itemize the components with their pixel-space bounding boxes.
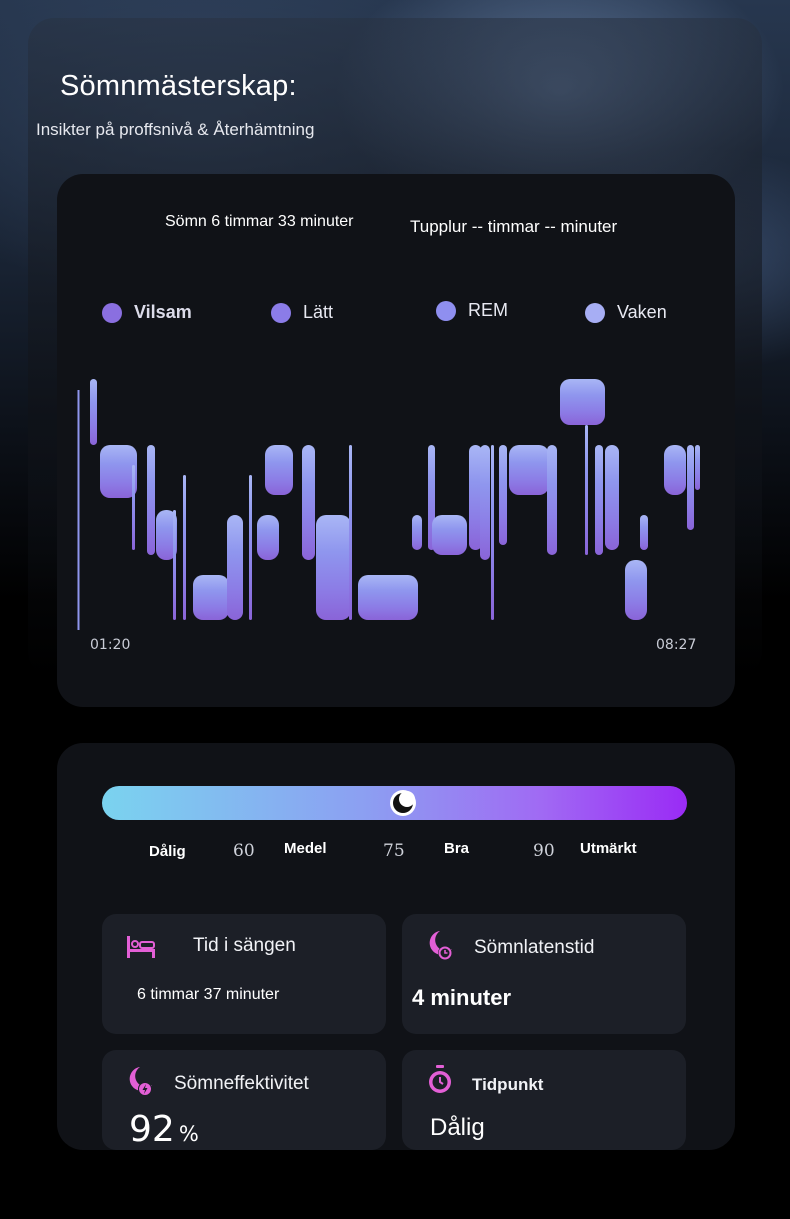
sleep-duration-text: Sömn 6 timmar 33 minuter bbox=[165, 213, 354, 230]
hypnogram-segment bbox=[605, 445, 619, 550]
hypnogram-segment bbox=[302, 445, 315, 560]
stat-label: Tidpunkt bbox=[472, 1075, 544, 1094]
efficiency-number: 92 bbox=[129, 1109, 175, 1150]
hypnogram-segment bbox=[249, 475, 252, 620]
hypnogram-segment bbox=[316, 515, 351, 620]
deep-sleep-dot bbox=[102, 302, 122, 323]
stat-tile-time-in-bed: Tid i sängen 6 timmar 37 minuter bbox=[102, 914, 386, 1034]
scale-label-good: Bra bbox=[444, 840, 470, 857]
legend-label: Vilsam bbox=[134, 302, 192, 322]
scale-label-poor: Dålig bbox=[149, 843, 186, 860]
scale-label-average: Medel bbox=[284, 840, 327, 857]
hypnogram-segment bbox=[491, 445, 494, 620]
hypnogram-segment bbox=[193, 575, 229, 620]
hypnogram-segment bbox=[358, 575, 418, 620]
hypnogram-segment bbox=[349, 445, 352, 620]
stat-tile-sleep-latency: Sömnlatenstid 4 minuter bbox=[402, 914, 686, 1034]
hypnogram-segment bbox=[640, 515, 648, 550]
scale-label-excellent: Utmärkt bbox=[580, 840, 637, 857]
bed-icon bbox=[127, 936, 155, 958]
hypnogram-segment bbox=[156, 510, 177, 560]
hypnogram-segment bbox=[585, 425, 588, 555]
hypnogram-chart bbox=[77, 379, 700, 630]
stopwatch-icon bbox=[429, 1065, 451, 1093]
legend-label: Vaken bbox=[617, 302, 667, 322]
moon-clock-icon bbox=[429, 931, 452, 960]
end-time-label: 08:27 bbox=[656, 637, 697, 653]
stat-value: 4 minuter bbox=[412, 985, 512, 1010]
hypnogram-segment bbox=[480, 445, 490, 560]
legend-label: REM bbox=[468, 300, 508, 320]
hypnogram-segment bbox=[625, 560, 647, 620]
scale-value-90: 90 bbox=[533, 841, 555, 861]
legend-item-vaken: Vaken bbox=[585, 302, 667, 323]
rem-dot bbox=[436, 300, 456, 321]
hypnogram-segment bbox=[695, 445, 700, 490]
hypnogram-segment bbox=[183, 475, 186, 620]
page-subtitle: Insikter på proffsnivå & Återhämtning bbox=[36, 120, 315, 139]
hypnogram-segment bbox=[412, 515, 422, 550]
hypnogram-segment bbox=[173, 510, 176, 620]
hypnogram-segment bbox=[547, 445, 557, 555]
hypnogram-segment bbox=[265, 445, 293, 495]
light-sleep-dot bbox=[271, 302, 291, 323]
stat-tile-timing: Tidpunkt Dålig bbox=[402, 1050, 686, 1150]
stat-tile-sleep-efficiency: Sömneffektivitet 92% bbox=[102, 1050, 386, 1150]
moon-icon[interactable] bbox=[389, 789, 417, 817]
stat-label: Sömnlatenstid bbox=[474, 937, 595, 958]
moon-bolt-icon bbox=[129, 1067, 152, 1096]
legend-item-rem: REM bbox=[436, 300, 508, 321]
efficiency-unit: % bbox=[178, 1122, 199, 1146]
page-title: Sömnmästerskap: bbox=[60, 70, 297, 102]
legend-item-vilsam: Vilsam bbox=[102, 302, 192, 323]
nap-duration-text: Tupplur -- timmar -- minuter bbox=[410, 217, 618, 236]
stat-value: Dålig bbox=[430, 1114, 485, 1141]
scale-value-75: 75 bbox=[383, 841, 405, 861]
hypnogram-segment bbox=[469, 445, 482, 550]
awake-dot bbox=[585, 302, 605, 323]
hypnogram-segment bbox=[687, 445, 694, 530]
hypnogram-segment bbox=[132, 465, 135, 550]
hypnogram-segment bbox=[100, 445, 137, 498]
stat-value: 6 timmar 37 minuter bbox=[137, 986, 280, 1003]
stat-label: Sömneffektivitet bbox=[174, 1073, 309, 1094]
hypnogram-segment bbox=[595, 445, 603, 555]
legend-label: Lätt bbox=[303, 302, 334, 322]
hypnogram-segment bbox=[147, 445, 155, 555]
hypnogram-segment bbox=[664, 445, 686, 495]
hypnogram-segment bbox=[227, 515, 243, 620]
start-time-label: 01:20 bbox=[90, 637, 131, 653]
hypnogram-segment bbox=[509, 445, 549, 495]
legend-item-latt: Lätt bbox=[271, 302, 333, 323]
hypnogram-segment bbox=[499, 445, 507, 545]
scale-value-60: 60 bbox=[233, 841, 255, 861]
hypnogram-bars bbox=[90, 379, 700, 620]
hypnogram-segment bbox=[432, 515, 467, 555]
stat-value: 92% bbox=[129, 1109, 199, 1150]
stat-label: Tid i sängen bbox=[193, 935, 296, 956]
hypnogram-segment bbox=[560, 379, 605, 425]
hypnogram-segment bbox=[257, 515, 279, 560]
hypnogram-segment bbox=[90, 379, 97, 445]
